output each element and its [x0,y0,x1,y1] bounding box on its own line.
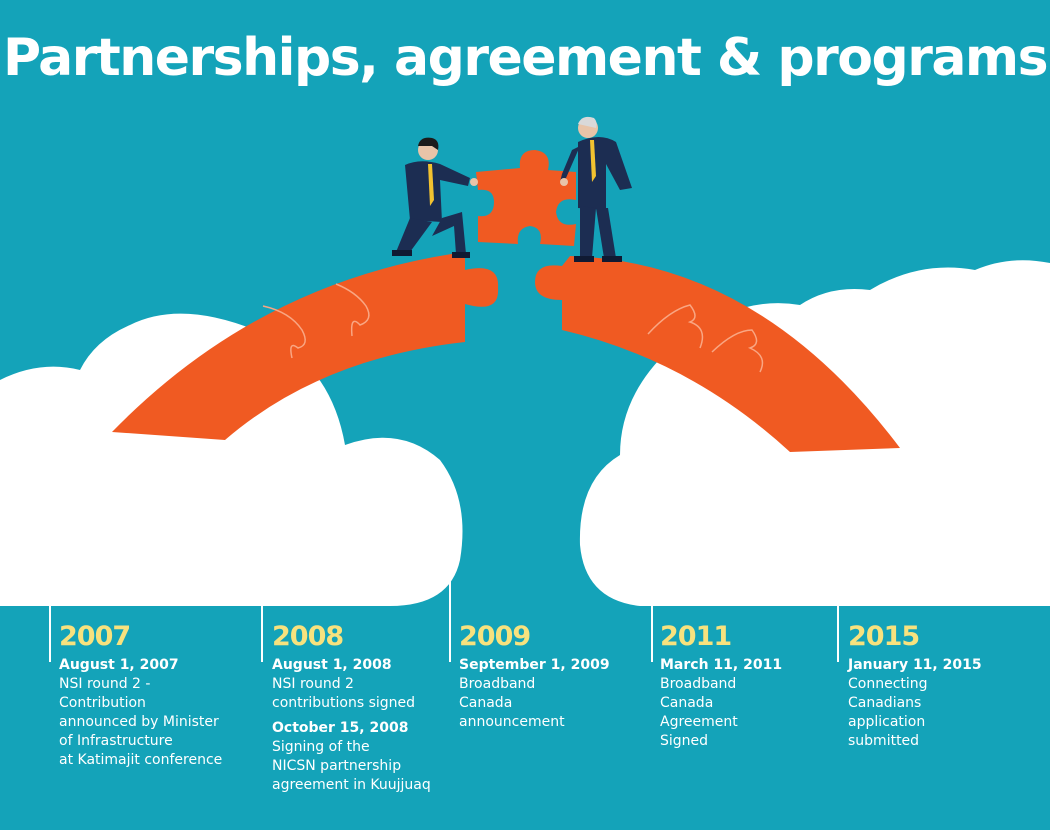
timeline-item-2009: 2009 September 1, 2009 Broadband Canada … [459,622,649,738]
event-description: NSI round 2 - Contribution announced by … [59,675,249,770]
event-line: Connecting [848,676,928,692]
timeline-item-2007: 2007 August 1, 2007 NSI round 2 - Contri… [59,622,249,776]
year-label: 2008 [272,621,344,652]
event-description: NSI round 2 contributions signed [272,675,462,713]
year-label: 2007 [59,621,131,652]
year-label: 2011 [660,621,732,652]
event-line: Canadians [848,695,922,711]
event-description: Connecting Canadians application submitt… [848,675,1038,751]
event-description: Broadband Canada announcement [459,675,649,732]
event-line: NSI round 2 - [59,676,151,692]
year-label: 2009 [459,621,531,652]
event-description: Broadband Canada Agreement Signed [660,675,850,751]
event-description: Signing of the NICSN partnership agreeme… [272,738,462,795]
left-cloud [0,313,463,606]
event-line: Canada [459,695,513,711]
businessman-right [560,116,632,262]
puzzle-piece-center [476,150,576,246]
event-line: Signing of the [272,739,370,755]
timeline-item-2008: 2008 August 1, 2008 NSI round 2 contribu… [272,622,462,801]
event-line: submitted [848,733,920,749]
event-line: NICSN partnership [272,758,402,774]
event-date: August 1, 2008 [272,657,392,673]
event-line: announced by Minister [59,714,219,730]
event-line: Agreement [660,714,738,730]
timeline-item-2015: 2015 January 11, 2015 Connecting Canadia… [848,622,1038,757]
event-line: contributions signed [272,695,416,711]
event-line: Broadband [660,676,737,692]
event-date: August 1, 2007 [59,657,179,673]
event-date: March 11, 2011 [660,657,783,673]
bridge-right [535,256,900,452]
page-title: Partnerships, agreement & programs [2,28,1049,88]
event-date: September 1, 2009 [459,657,610,673]
event-line: Broadband [459,676,536,692]
event-line: Signed [660,733,709,749]
event-line: application [848,714,926,730]
event-date: January 11, 2015 [848,657,982,673]
event-line: of Infrastructure [59,733,173,749]
event-line: NSI round 2 [272,676,354,692]
event-line: agreement in Kuujjuaq [272,777,431,793]
event-line: Canada [660,695,714,711]
event-line: Contribution [59,695,146,711]
event-line: at Katimajit conference [59,752,223,768]
bridge-left [112,252,499,440]
timeline-item-2011: 2011 March 11, 2011 Broadband Canada Agr… [660,622,850,757]
businessman-left [392,137,478,258]
event-date: October 15, 2008 [272,720,409,736]
year-label: 2015 [848,621,920,652]
event-line: announcement [459,714,565,730]
